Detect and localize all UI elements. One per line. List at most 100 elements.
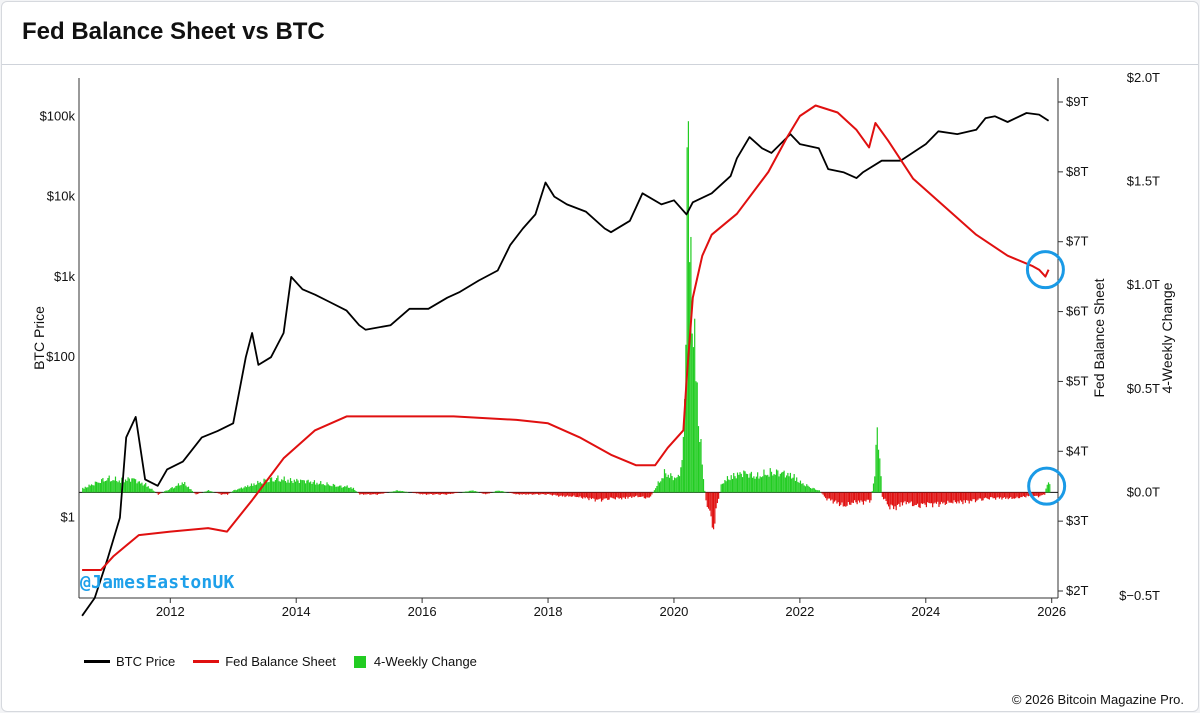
change-bar — [787, 472, 789, 493]
y-fed-tick-label: $3T — [1066, 513, 1088, 528]
change-bar — [612, 492, 614, 499]
change-bar — [885, 492, 887, 501]
change-bar — [294, 481, 297, 493]
x-tick-label: 2020 — [659, 604, 688, 619]
change-bar — [109, 481, 112, 493]
change-bar — [135, 479, 137, 493]
legend-swatch-fed — [193, 660, 220, 663]
change-bar — [579, 492, 581, 497]
change-bar — [607, 492, 609, 500]
change-bar — [988, 492, 990, 500]
y-change-tick-label: $0.5T — [1127, 381, 1160, 396]
change-bar — [811, 488, 813, 493]
change-bar — [738, 474, 740, 493]
change-bar — [592, 492, 594, 499]
change-bar — [879, 458, 881, 493]
change-bar — [497, 490, 499, 493]
change-bar — [588, 492, 590, 501]
change-bar — [326, 482, 328, 493]
change-bar — [452, 492, 454, 494]
change-bar — [549, 492, 551, 495]
change-bar — [204, 491, 206, 493]
change-bar — [175, 486, 177, 493]
change-bar — [948, 492, 950, 503]
change-bar — [711, 492, 713, 528]
change-bar — [515, 492, 517, 495]
change-bar — [503, 491, 506, 493]
change-bar — [995, 492, 997, 500]
y-change-tick-label: $0.0T — [1127, 484, 1160, 499]
change-bar — [929, 492, 931, 504]
change-bar — [320, 481, 322, 493]
change-bar — [287, 479, 289, 493]
change-bar — [147, 486, 149, 493]
change-bar — [165, 490, 167, 493]
change-bar — [866, 492, 868, 500]
change-bar — [485, 492, 487, 495]
change-bar — [1018, 492, 1021, 499]
change-bar — [532, 492, 535, 495]
change-bar — [167, 490, 169, 493]
change-bar — [84, 486, 86, 493]
change-bar — [255, 484, 258, 493]
change-bar — [370, 492, 372, 495]
change-bar — [143, 484, 146, 493]
change-bar — [678, 476, 681, 493]
change-bar — [767, 474, 769, 493]
change-bar — [195, 492, 197, 495]
change-bar — [651, 492, 653, 495]
change-bar — [987, 492, 989, 500]
legend-item-btc[interactable]: BTC Price — [84, 654, 175, 669]
change-bar — [899, 492, 901, 507]
change-bar — [379, 492, 381, 494]
change-bar — [90, 484, 93, 493]
change-bar — [264, 479, 266, 493]
change-bar — [842, 492, 844, 507]
change-bar — [468, 490, 470, 493]
y-change-axis-title: 4-Weekly Change — [1159, 282, 1175, 393]
change-bar — [604, 492, 606, 499]
change-bar — [272, 481, 274, 493]
change-bar — [731, 478, 734, 493]
change-bar — [390, 491, 392, 493]
change-bar — [750, 471, 752, 493]
change-bar — [889, 492, 891, 510]
change-bar — [145, 482, 147, 493]
change-bar — [857, 492, 859, 501]
legend-swatch-btc — [84, 660, 110, 663]
change-bar — [576, 492, 579, 497]
change-bar — [823, 492, 825, 497]
change-bar — [833, 492, 836, 502]
watermark: @JamesEastonUK — [80, 572, 235, 593]
change-bar — [675, 478, 677, 493]
legend-item-change[interactable]: 4-Weekly Change — [353, 654, 477, 669]
change-bar — [226, 492, 229, 495]
change-bar — [1025, 492, 1027, 498]
change-bar — [600, 492, 603, 502]
legend-label-fed: Fed Balance Sheet — [225, 654, 336, 669]
change-bar — [949, 492, 951, 503]
change-bar — [831, 492, 833, 500]
change-bar — [336, 486, 338, 493]
change-bar — [310, 481, 312, 493]
change-bar — [575, 492, 577, 498]
change-bar — [662, 478, 664, 493]
change-bar — [553, 492, 555, 495]
change-bar — [714, 492, 716, 524]
change-bar — [288, 482, 290, 493]
change-bar — [529, 492, 531, 495]
change-bar — [1037, 492, 1040, 498]
change-bar — [777, 470, 779, 493]
change-bar — [301, 480, 303, 493]
legend-item-fed[interactable]: Fed Balance Sheet — [193, 654, 336, 669]
change-bar — [498, 490, 501, 493]
change-bar — [315, 484, 317, 493]
change-bar — [366, 492, 368, 495]
change-bar — [843, 492, 846, 507]
change-bar — [559, 492, 561, 496]
change-bar — [792, 477, 794, 493]
change-bar — [339, 485, 341, 493]
change-bar — [914, 492, 916, 505]
change-bar — [282, 480, 284, 493]
change-bar — [944, 492, 946, 505]
